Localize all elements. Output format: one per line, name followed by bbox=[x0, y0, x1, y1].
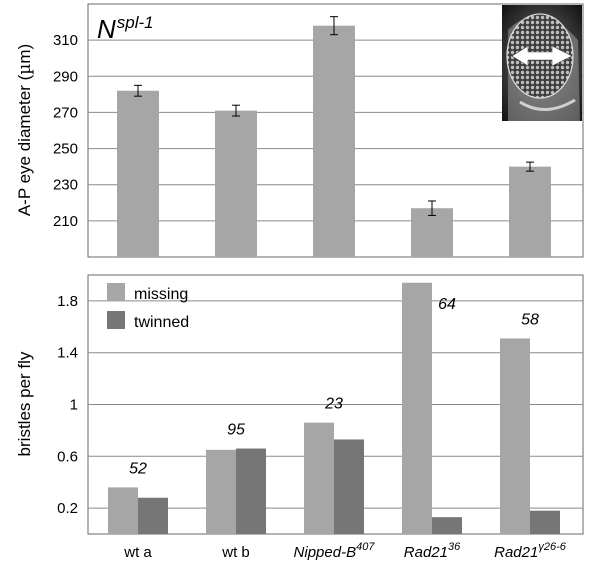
top-y-tick-label: 250 bbox=[53, 141, 78, 158]
legend-label-twinned: twinned bbox=[134, 314, 189, 331]
bar-missing bbox=[108, 487, 138, 534]
bottom-y-tick-label: 0.2 bbox=[57, 500, 78, 517]
x-category-label: Rad2136 bbox=[404, 541, 461, 561]
x-category-main: wt b bbox=[221, 544, 250, 561]
top-ylabel-unit: µ bbox=[15, 64, 35, 75]
x-category-label: Nipped-B407 bbox=[294, 541, 376, 561]
bar-missing bbox=[402, 282, 432, 534]
legend-swatch-missing bbox=[107, 283, 125, 301]
bottom-y-tick-label: 1.4 bbox=[57, 345, 78, 362]
top-error-bars bbox=[134, 16, 534, 216]
bar-missing bbox=[500, 338, 530, 534]
x-category-main: Nipped-B bbox=[294, 544, 357, 561]
x-category-label: wt a bbox=[123, 544, 152, 561]
bottom-y-axis-label: bristles per fly bbox=[15, 351, 34, 456]
genotype-superscript: spl-1 bbox=[117, 13, 154, 32]
bar-twinned bbox=[530, 510, 560, 534]
x-axis-category-labels: wt a wt b Nipped-B407 Rad2136 Rad21γ26-6 bbox=[123, 541, 566, 561]
top-bar bbox=[215, 110, 257, 257]
x-category-superscript: γ26-6 bbox=[538, 541, 566, 553]
legend: missing twinned bbox=[107, 283, 189, 331]
fly-count-label: 95 bbox=[227, 422, 245, 439]
top-bar bbox=[117, 90, 159, 257]
fly-count-label: 64 bbox=[438, 296, 456, 313]
top-bar bbox=[313, 25, 355, 257]
fly-count-label: 52 bbox=[129, 460, 147, 477]
bar-twinned bbox=[236, 448, 266, 534]
top-bar bbox=[509, 166, 551, 257]
top-y-tick-label: 310 bbox=[53, 32, 78, 49]
top-y-tick-label: 210 bbox=[53, 213, 78, 230]
bar-twinned bbox=[432, 517, 462, 534]
x-category-label: Rad21γ26-6 bbox=[494, 541, 567, 561]
top-ylabel-suffix: m) bbox=[15, 44, 34, 64]
top-y-tick-label: 290 bbox=[53, 68, 78, 85]
top-y-axis-label: A-P eye diameter (µm) bbox=[15, 44, 35, 216]
top-bar bbox=[411, 208, 453, 257]
bottom-y-tick-label: 1 bbox=[70, 397, 78, 414]
bar-missing bbox=[206, 449, 236, 534]
bottom-y-tick-labels: 0.2 0.6 1 1.4 1.8 bbox=[57, 293, 78, 517]
x-category-superscript: 36 bbox=[448, 541, 461, 553]
x-category-main: Rad21 bbox=[404, 544, 448, 561]
x-category-main: wt a bbox=[123, 544, 152, 561]
top-y-tick-label: 230 bbox=[53, 177, 78, 194]
top-y-tick-labels: 210 230 250 270 290 310 bbox=[53, 32, 78, 230]
eye-diameter-panel: 210 230 250 270 290 310 A-P eye diameter (µm)… bbox=[15, 3, 584, 258]
fly-counts: 52 95 23 64 58 bbox=[129, 296, 539, 478]
x-category-superscript: 407 bbox=[356, 541, 375, 553]
top-y-tick-label: 270 bbox=[53, 104, 78, 121]
top-ylabel-text: A-P eye diameter ( bbox=[15, 74, 34, 216]
bar-twinned bbox=[138, 497, 168, 534]
arrow-icon bbox=[511, 45, 573, 67]
bottom-y-tick-label: 1.8 bbox=[57, 293, 78, 310]
x-category-main: Rad21 bbox=[494, 544, 538, 561]
bar-missing bbox=[304, 422, 334, 534]
bottom-bars bbox=[108, 282, 560, 534]
genotype-label: Nspl-1 bbox=[97, 13, 154, 44]
x-category-label: wt b bbox=[221, 544, 250, 561]
bottom-y-tick-label: 0.6 bbox=[57, 448, 78, 465]
bristles-panel: 0.2 0.6 1 1.4 1.8 52 95 23 64 58 bristles per fl… bbox=[15, 274, 584, 535]
bar-twinned bbox=[334, 439, 364, 534]
genotype-N: N bbox=[97, 14, 116, 44]
legend-label-missing: missing bbox=[134, 286, 188, 303]
top-bars bbox=[117, 25, 551, 257]
fly-count-label: 58 bbox=[521, 311, 539, 328]
top-gridlines bbox=[88, 39, 583, 222]
eye-micrograph-inset bbox=[502, 5, 582, 121]
legend-swatch-twinned bbox=[107, 311, 125, 329]
fly-count-label: 23 bbox=[324, 396, 343, 413]
